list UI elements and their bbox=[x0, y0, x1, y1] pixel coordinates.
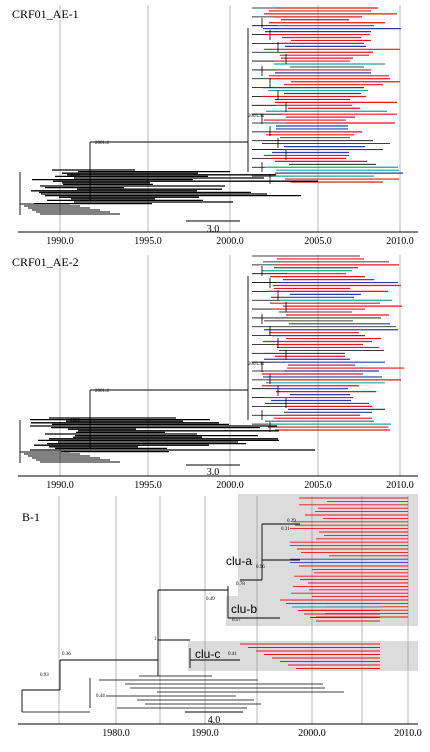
axis-tick-label: 1980.0 bbox=[102, 728, 130, 739]
time-axis: 1990.0 1995.0 2000.0 2005.0 2010.0 bbox=[18, 231, 418, 247]
scale-bar-label: 3.0 bbox=[207, 467, 220, 478]
axis-tick-label: 2010.0 bbox=[394, 728, 422, 739]
cluster-shade-c bbox=[188, 641, 418, 671]
node-labels: 2001.4 2005.31 1993 bbox=[70, 362, 265, 424]
node-labels: 0.78 0.96 0.49 0.57 0.36 0.93 1 0.41 0.2… bbox=[40, 519, 296, 699]
axis-tick-label: 1990.0 bbox=[46, 480, 74, 491]
node-label: 0.41 bbox=[228, 652, 237, 657]
axis-tick-label: 2010.0 bbox=[386, 480, 414, 491]
node-label: 0.93 bbox=[40, 673, 49, 678]
panel-crf01-ae-1: CRF01_AE-1 3.0 1990.0 1995.0 2000.0 2005… bbox=[12, 5, 418, 247]
node-labels: 2001.4 2005.31 1993 bbox=[70, 114, 265, 178]
node-label: 1993 bbox=[70, 419, 81, 424]
node-label: 0.78 bbox=[236, 582, 245, 587]
cluster-label-c: clu-c bbox=[195, 647, 220, 661]
time-gridlines bbox=[59, 5, 401, 232]
scale-bar-label: 3.0 bbox=[207, 224, 220, 235]
phylogenetic-tree bbox=[19, 7, 403, 215]
scale-bar: 3.0 bbox=[186, 464, 240, 478]
scale-bar: 3.0 bbox=[186, 220, 240, 235]
axis-tick-label: 1995.0 bbox=[134, 236, 162, 247]
node-label: 0.44 bbox=[96, 694, 105, 699]
node-label: 1993 bbox=[70, 173, 81, 178]
axis-tick-label: 2010.0 bbox=[386, 236, 414, 247]
axis-tick-label: 1990.0 bbox=[46, 236, 74, 247]
scale-bar-label: 4.0 bbox=[208, 715, 221, 726]
time-axis: 1980.0 1990.0 2000.0 2010.0 bbox=[18, 723, 422, 739]
axis-tick-label: 2000.0 bbox=[298, 728, 326, 739]
phylogenetic-tree bbox=[19, 255, 404, 463]
node-label: 0.57 bbox=[232, 618, 241, 623]
phylogenetic-tree bbox=[21, 497, 408, 713]
axis-tick-label: 2005.0 bbox=[304, 236, 332, 247]
axis-tick-label: 2000.0 bbox=[216, 480, 244, 491]
cluster-label-a: clu-a bbox=[226, 554, 252, 568]
panel-title: B-1 bbox=[22, 510, 40, 524]
node-label: 1 bbox=[154, 637, 157, 642]
node-label: 0.96 bbox=[256, 565, 265, 570]
node-label: 2005.31 bbox=[248, 362, 265, 367]
node-label: 2001.4 bbox=[95, 389, 109, 394]
panel-title: CRF01_AE-1 bbox=[12, 7, 79, 21]
panel-crf01-ae-2: CRF01_AE-2 3.0 1990.0 1995.0 2000.0 2005… bbox=[12, 255, 418, 491]
panel-b-1: B-1 clu-a clu-b clu-c 4.0 1980.0 1990.0 … bbox=[18, 494, 422, 739]
axis-tick-label: 2005.0 bbox=[304, 480, 332, 491]
axis-tick-label: 1990.0 bbox=[191, 728, 219, 739]
node-label: 2005.31 bbox=[248, 114, 265, 119]
axis-tick-label: 1995.0 bbox=[134, 480, 162, 491]
node-label: 0.36 bbox=[62, 652, 71, 657]
scale-bar: 4.0 bbox=[185, 711, 243, 726]
panel-title: CRF01_AE-2 bbox=[12, 255, 79, 269]
node-label: 0.49 bbox=[206, 597, 215, 602]
node-label: 0.29 bbox=[287, 519, 296, 524]
node-label: 2001.4 bbox=[95, 141, 109, 146]
axis-tick-label: 2000.0 bbox=[216, 236, 244, 247]
node-label: 0.31 bbox=[281, 527, 290, 532]
time-axis: 1990.0 1995.0 2000.0 2005.0 2010.0 bbox=[18, 475, 418, 491]
cluster-label-b: clu-b bbox=[231, 602, 257, 616]
